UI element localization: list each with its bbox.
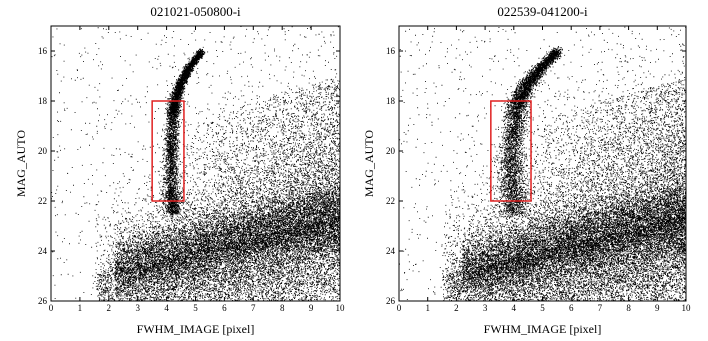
x-tick-label: 3 <box>483 303 488 313</box>
x-tick-label: 2 <box>107 303 112 313</box>
x-tick-label: 8 <box>626 303 631 313</box>
x-tick-label: 4 <box>512 303 517 313</box>
x-tick-label: 0 <box>49 303 54 313</box>
x-tick-label: 9 <box>309 303 314 313</box>
x-tick-label: 8 <box>280 303 285 313</box>
y-tick-label: 24 <box>38 246 48 256</box>
y-tick-label: 20 <box>386 146 396 156</box>
x-tick-label: 9 <box>655 303 660 313</box>
y-tick-label: 16 <box>386 46 396 56</box>
y-tick-label: 22 <box>38 196 47 206</box>
chart-title: 022539-041200-i <box>497 4 588 19</box>
x-tick-label: 10 <box>682 303 692 313</box>
chart-title: 021021-050800-i <box>150 4 241 19</box>
y-tick-label: 18 <box>38 96 48 106</box>
x-tick-label: 1 <box>78 303 83 313</box>
x-tick-label: 7 <box>598 303 603 313</box>
x-tick-label: 7 <box>251 303 256 313</box>
chart-panel-2: 022539-041200-i 0 1 2 3 4 5 6 7 8 9 10 16 18 20 22 24 26 F… <box>362 4 691 336</box>
y-tick-label: 18 <box>386 96 396 106</box>
x-tick-label: 5 <box>193 303 198 313</box>
x-axis-label: FWHM_IMAGE [pixel] <box>137 322 255 336</box>
x-tick-label: 3 <box>135 303 140 313</box>
scatter-points <box>399 26 687 302</box>
scatter-points <box>51 26 341 302</box>
y-tick-label: 20 <box>38 146 48 156</box>
y-axis-label: MAG_AUTO <box>14 130 28 197</box>
y-tick-label: 26 <box>386 296 396 306</box>
y-tick-label: 22 <box>386 196 395 206</box>
y-tick-label: 24 <box>386 246 396 256</box>
x-tick-label: 6 <box>222 303 227 313</box>
y-tick-label: 26 <box>38 296 48 306</box>
x-tick-label: 4 <box>164 303 169 313</box>
x-tick-label: 10 <box>336 303 346 313</box>
x-tick-label: 6 <box>569 303 574 313</box>
y-tick-label: 16 <box>38 46 48 56</box>
x-axis-label: FWHM_IMAGE [pixel] <box>484 322 602 336</box>
x-tick-label: 2 <box>454 303 459 313</box>
y-axis-label: MAG_AUTO <box>362 130 376 197</box>
x-tick-label: 1 <box>425 303 430 313</box>
x-tick-label: 0 <box>397 303 402 313</box>
x-tick-label: 5 <box>540 303 545 313</box>
chart-panel-1: 021021-050800-i 0 1 2 3 4 5 6 7 8 9 10 16 18 20 22 24 26 F… <box>14 4 345 336</box>
